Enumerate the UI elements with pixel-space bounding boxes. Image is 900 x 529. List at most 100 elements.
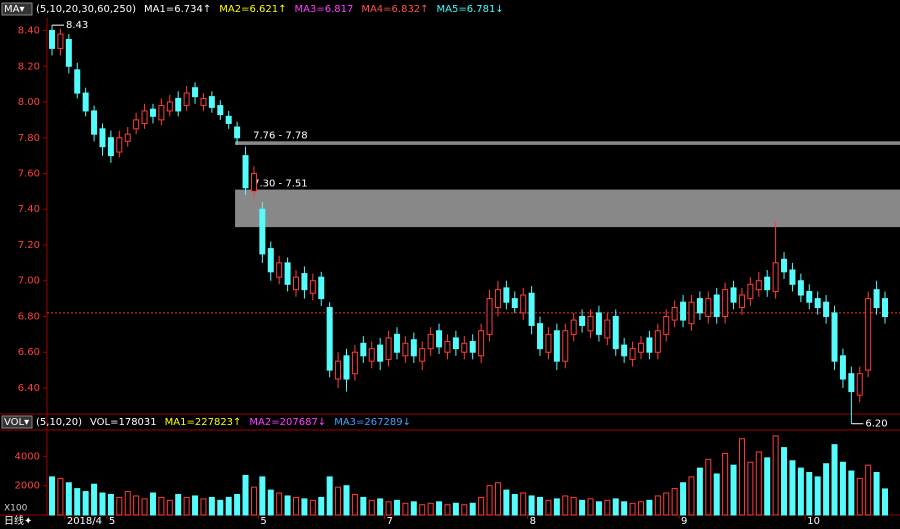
volume-bar (520, 492, 527, 516)
y-tick-label: 8.40 (18, 26, 40, 37)
price-band (235, 141, 900, 145)
candle-body (107, 137, 114, 157)
volume-bar (158, 496, 165, 516)
volume-bar (747, 461, 754, 516)
volume-bar (562, 495, 569, 516)
volume-bar (225, 496, 232, 516)
volume-bar (419, 504, 426, 516)
candle-body (570, 319, 577, 335)
candle-body (781, 258, 788, 273)
candle-body (200, 97, 207, 107)
y-tick-label: 7.60 (18, 168, 40, 179)
candle-body (839, 355, 846, 380)
candle-body (520, 294, 527, 314)
volume-bar (393, 499, 400, 516)
x-tick-label: 5 (109, 516, 115, 527)
candle-body (402, 342, 409, 357)
volume-bar (192, 495, 199, 516)
indicator-value: MA1=227823↑ (165, 417, 242, 428)
volume-bar (478, 496, 485, 516)
volume-bar (713, 473, 720, 516)
period-label[interactable]: 日线✦ (4, 514, 32, 527)
volume-bar (705, 458, 712, 516)
indicator-value: VOL=178031 (90, 417, 157, 428)
candle-body (74, 69, 81, 94)
volume-bar (107, 493, 114, 516)
candle-body (318, 276, 325, 300)
y-tick-label: 6.80 (18, 311, 40, 322)
volume-bar (595, 501, 602, 516)
candle-body (671, 307, 678, 321)
candle-body (579, 315, 586, 326)
y-tick-label: 4000 (15, 451, 40, 462)
candle-body (696, 298, 703, 314)
volume-bar (293, 496, 300, 516)
candle-body (175, 97, 182, 112)
volume-bar (671, 488, 678, 516)
y-tick-label: 7.20 (18, 240, 40, 251)
candle-body (452, 337, 459, 350)
candle-body (267, 248, 274, 273)
volume-bar (469, 502, 476, 516)
volume-bar (612, 498, 619, 516)
volume-bar (755, 451, 762, 516)
volume-bar (427, 502, 434, 516)
volume-bar (284, 495, 291, 516)
candle-body (486, 298, 493, 335)
volume-bar (772, 435, 779, 516)
candle-body (309, 280, 316, 294)
candle-body (99, 128, 106, 148)
candle-body (192, 87, 199, 98)
candle-body (444, 341, 451, 353)
volume-bar (604, 499, 611, 516)
candle-body (797, 280, 804, 296)
candle-body (183, 92, 190, 107)
volume-bar (882, 488, 888, 516)
candle-body (755, 280, 762, 291)
volume-bar (368, 499, 375, 516)
candle-body (722, 289, 729, 317)
indicator-value: MA2=6.621↑ (219, 4, 286, 15)
params: (5,10,20,30,60,250) (36, 4, 136, 15)
x-tick-label: 8 (530, 516, 536, 527)
menu-button[interactable]: MA▾ (4, 4, 25, 15)
candle-body (713, 294, 720, 317)
candle-body (848, 373, 855, 393)
params: (5,10,20) (36, 417, 82, 428)
volume-bar (579, 499, 586, 516)
volume-bar (637, 501, 644, 516)
volume-bar (259, 476, 266, 516)
volume-bar (537, 496, 544, 516)
menu-box (1, 415, 33, 429)
volume-bar (276, 492, 283, 516)
volume-bar (175, 493, 182, 516)
y-tick-label: 7.00 (18, 276, 40, 287)
candle-body (646, 337, 653, 353)
candle-body (528, 292, 535, 326)
volume-bar (133, 495, 140, 516)
candle-body (166, 101, 173, 112)
volume-bar (217, 499, 224, 516)
candle-body (65, 38, 72, 67)
candle-body (478, 330, 485, 357)
y-tick-label: 8.00 (18, 97, 40, 108)
volume-bar (848, 470, 855, 516)
candle-body (865, 298, 872, 371)
candle-body (419, 348, 426, 362)
volume-bar (116, 496, 123, 516)
volume-bar (183, 496, 190, 516)
volume-unit: X100 (4, 504, 28, 514)
volume-bar (351, 493, 358, 516)
candle-body (469, 341, 476, 353)
volume-bar (49, 476, 55, 516)
volume-bar (654, 495, 661, 516)
candle-body (814, 298, 821, 309)
menu-button[interactable]: VOL▾ (4, 417, 29, 428)
volume-bar (318, 496, 325, 516)
candle-body (242, 155, 249, 189)
volume-bar (797, 467, 804, 516)
candle-body (158, 105, 165, 121)
candle-body (326, 307, 333, 371)
x-tick-label: 2018/4 (67, 516, 102, 527)
